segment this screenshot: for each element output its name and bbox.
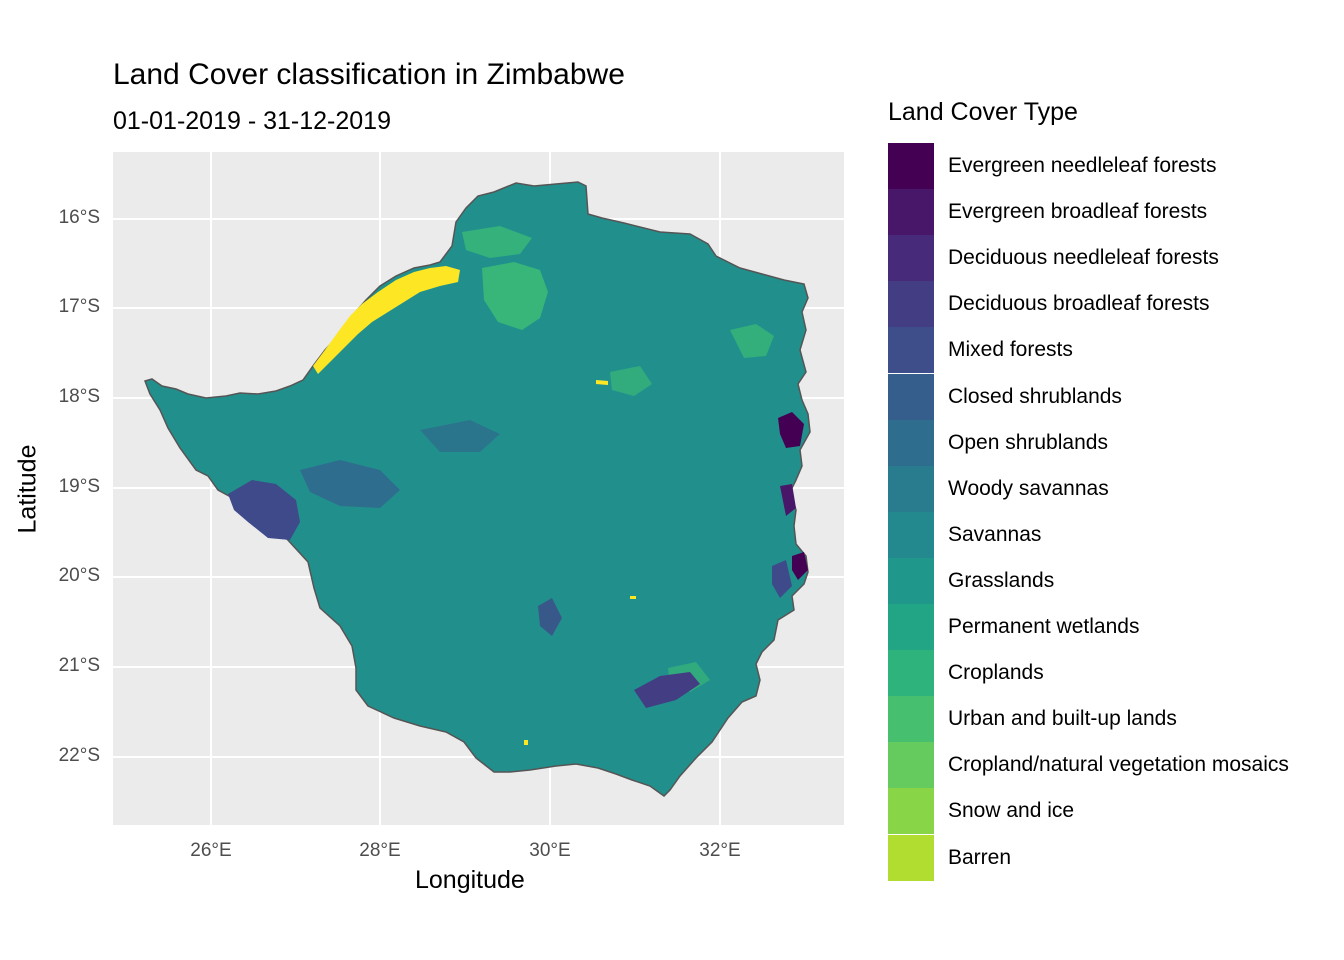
forest-patch-central-south (538, 598, 562, 636)
x-tick-label: 26°E (190, 840, 232, 861)
y-axis-title: Latitude (13, 444, 42, 534)
shrubland-patch-west (300, 460, 400, 508)
cropland-patch-north-2 (462, 226, 532, 258)
legend-swatch (888, 419, 934, 466)
legend-label: Evergreen needleleaf forests (948, 154, 1217, 177)
cropland-patch-east (610, 366, 652, 396)
legend-swatch (888, 189, 934, 236)
y-tick-label: 18°S (58, 386, 100, 407)
forest-patch-south (634, 672, 700, 708)
legend-label: Closed shrublands (948, 384, 1122, 408)
legend-swatch (888, 465, 934, 512)
x-axis-title: Longitude (415, 866, 525, 894)
legend-swatch (888, 604, 934, 650)
legend-label: Savannas (948, 522, 1042, 546)
shrubland-patch-central (420, 420, 500, 452)
legend-swatch (888, 143, 934, 189)
legend-label: Deciduous needleleaf forests (948, 246, 1219, 270)
legend-item: Deciduous needleleaf forests (888, 235, 1328, 282)
y-tick-label: 19°S (58, 476, 100, 497)
legend-label: Deciduous broadleaf forests (948, 292, 1210, 316)
legend-swatch (888, 511, 934, 558)
land-cover-patches (228, 226, 808, 745)
legend-label: Barren (948, 845, 1012, 869)
legend-label: Woody savannas (948, 476, 1109, 500)
legend-swatch (888, 742, 934, 789)
legend-item: Snow and ice (888, 788, 1328, 835)
y-tick-label: 17°S (58, 296, 100, 317)
barren-speck-2 (524, 740, 528, 745)
legend-item: Closed shrublands (888, 373, 1328, 420)
legend-swatch (888, 834, 934, 881)
legend-label: Open shrublands (948, 430, 1108, 454)
legend-item: Grasslands (888, 557, 1328, 604)
cropland-patch-northeast (730, 324, 774, 358)
legend-label: Urban and built-up lands (948, 707, 1177, 731)
legend-label: Cropland/natural vegetation mosaics (948, 753, 1289, 777)
mixed-forest-patch-west (228, 480, 300, 540)
legend-item: Open shrublands (888, 419, 1328, 466)
legend-item: Permanent wetlands (888, 604, 1328, 650)
y-tick-label: 21°S (58, 655, 100, 676)
evergreen-patch-east-3 (780, 484, 796, 516)
legend-swatch (888, 281, 934, 328)
x-tick-label: 32°E (699, 840, 741, 861)
chart-title: Land Cover classification in Zimbabwe (113, 58, 625, 91)
legend-item: Evergreen needleleaf forests (888, 143, 1328, 189)
legend-item: Deciduous broadleaf forests (888, 281, 1328, 328)
legend-swatch (888, 327, 934, 374)
legend-label: Evergreen broadleaf forests (948, 200, 1208, 224)
legend-item: Woody savannas (888, 465, 1328, 512)
chart-subtitle: 01-01-2019 - 31-12-2019 (113, 107, 391, 135)
legend-swatch (888, 696, 934, 743)
cropland-patch-north (482, 262, 548, 330)
y-tick-label: 22°S (58, 745, 100, 766)
legend-swatch (888, 557, 934, 604)
legend-swatch (888, 788, 934, 835)
evergreen-patch-east-2 (792, 552, 808, 580)
legend-label: Grasslands (948, 568, 1055, 592)
legend-item: Evergreen broadleaf forests (888, 189, 1328, 236)
evergreen-patch-east-1 (778, 412, 804, 448)
legend-swatch (888, 235, 934, 282)
x-tick-label: 30°E (529, 840, 571, 861)
legend-item: Urban and built-up lands (888, 696, 1328, 743)
x-tick-label: 28°E (359, 840, 401, 861)
legend-label: Permanent wetlands (948, 615, 1140, 638)
legend-label: Croplands (948, 661, 1044, 685)
legend-title: Land Cover Type (888, 98, 1078, 126)
legend-item: Mixed forests (888, 327, 1328, 374)
legend-swatch (888, 650, 934, 697)
zimbabwe-landmass (144, 181, 811, 797)
legend-item: Cropland/natural vegetation mosaics (888, 742, 1328, 789)
legend-item: Savannas (888, 511, 1328, 558)
legend-item: Barren (888, 834, 1328, 881)
barren-speck-1 (596, 380, 608, 385)
legend-swatch (888, 373, 934, 420)
legend-label: Mixed forests (948, 338, 1073, 362)
y-tick-label: 20°S (58, 565, 100, 586)
barren-speck-3 (630, 596, 636, 599)
barren-patch-northwest (313, 266, 460, 374)
forest-patch-east-edge (772, 560, 792, 598)
legend-item: Croplands (888, 650, 1328, 697)
legend-label: Snow and ice (948, 799, 1075, 823)
y-tick-label: 16°S (58, 207, 100, 228)
